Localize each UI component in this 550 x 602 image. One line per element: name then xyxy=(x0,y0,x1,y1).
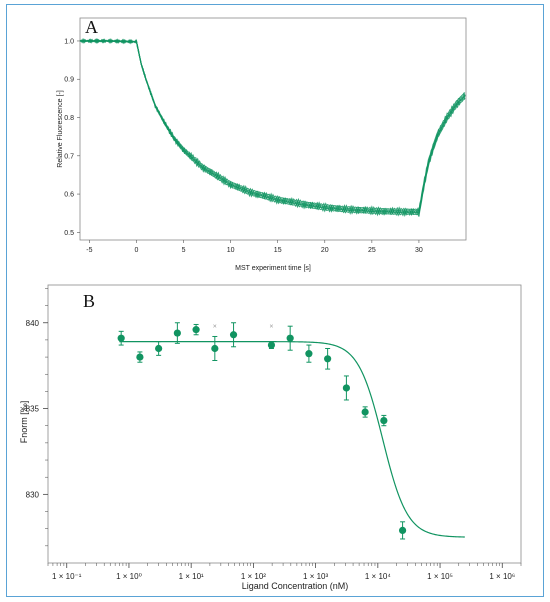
excluded-point-marker: × xyxy=(213,324,217,331)
data-point xyxy=(192,323,200,336)
panel-a: A -5 0 5 10 15 20 25 30 0.5 0.6 0.7 0.8 0.9 1.0 MST … xyxy=(57,17,467,272)
point-marker xyxy=(324,355,332,363)
data-point xyxy=(361,406,369,418)
data-point xyxy=(398,521,407,540)
panel-a-y-label: Relative Fluorescence [-] xyxy=(57,90,64,167)
panel-b-x-tick-label: 1 × 10⁴ xyxy=(365,572,391,581)
point-marker xyxy=(173,329,181,337)
data-point xyxy=(155,341,163,356)
panel-a-y-tick-label: 0.9 xyxy=(64,77,74,84)
panel-a-y-tick-label: 1.0 xyxy=(64,38,74,45)
panel-b-y-label: Fnorm [‰] xyxy=(19,401,29,444)
point-marker xyxy=(155,344,163,353)
point-marker xyxy=(136,353,144,361)
panel-a-y-tick-label: 0.6 xyxy=(64,192,74,199)
panel-b-x-label: Ligand Concentration (nM) xyxy=(242,581,349,591)
data-point xyxy=(342,375,350,401)
point-marker xyxy=(211,344,219,353)
panel-a-label: A xyxy=(85,17,98,37)
panel-b-label: B xyxy=(83,291,95,311)
data-point xyxy=(324,347,332,370)
panel-a-x-ticks: -5 0 5 10 15 20 25 30 xyxy=(86,240,423,254)
panel-a-x-label: MST experiment time [s] xyxy=(235,265,311,272)
data-point xyxy=(211,335,219,362)
point-marker xyxy=(342,384,350,392)
panel-a-trace xyxy=(79,38,466,217)
panel-a-x-tick-label: 30 xyxy=(415,247,423,254)
panel-a-x-tick-label: 20 xyxy=(321,247,329,254)
panel-a-x-tick-label: 25 xyxy=(368,247,376,254)
point-marker xyxy=(305,350,313,358)
panel-a-y-ticks: 0.5 0.6 0.7 0.8 0.9 1.0 xyxy=(64,38,80,237)
data-point xyxy=(229,322,238,348)
panel-b-fit-line xyxy=(119,341,465,538)
point-marker xyxy=(398,526,407,534)
panel-a-curves xyxy=(79,38,466,217)
excluded-point-marker: × xyxy=(269,324,273,331)
panel-b: B 1 × 10⁻¹ 1 × 10⁰ 1 × 10¹ 1 × 10² 1 × 10³ 1 … xyxy=(19,284,522,591)
panel-b-plot-box xyxy=(47,284,522,564)
panel-a-y-tick-label: 0.5 xyxy=(64,230,74,237)
panel-b-x-ticks: 1 × 10⁻¹ 1 × 10⁰ 1 × 10¹ 1 × 10² 1 × 10³ 1 × … xyxy=(47,563,522,581)
panel-a-y-tick-label: 0.8 xyxy=(64,115,74,122)
panel-b-x-tick-label: 1 × 10⁻¹ xyxy=(52,572,82,581)
data-point xyxy=(286,325,294,351)
point-marker xyxy=(229,331,238,339)
data-point xyxy=(117,330,125,346)
panel-b-x-tick-label: 1 × 10⁰ xyxy=(116,572,142,581)
panel-b-x-tick-label: 1 × 10⁶ xyxy=(489,572,515,581)
panel-b-y-tick-label: 835 xyxy=(26,405,40,414)
panel-a-plot-box xyxy=(79,17,467,241)
point-marker xyxy=(361,408,369,416)
data-point xyxy=(173,322,181,344)
point-marker xyxy=(117,334,125,342)
panel-b-x-tick-label: 1 × 10⁵ xyxy=(427,572,453,581)
data-point xyxy=(136,351,144,363)
panel-b-y-ticks: 830 835 840 xyxy=(26,288,48,547)
data-point xyxy=(267,341,276,349)
panel-b-y-tick-label: 840 xyxy=(26,319,40,328)
panel-a-trace xyxy=(79,38,466,216)
panel-b-x-tick-label: 1 × 10³ xyxy=(303,572,328,581)
panel-a-x-tick-label: 10 xyxy=(227,247,235,254)
figure-frame xyxy=(6,4,544,597)
point-marker xyxy=(286,334,294,342)
panel-a-trace xyxy=(79,38,466,212)
panel-a-trace xyxy=(79,38,466,215)
panel-a-y-tick-label: 0.7 xyxy=(64,153,74,160)
data-point xyxy=(305,344,313,363)
data-point xyxy=(380,414,388,427)
panel-a-x-tick-label: 5 xyxy=(182,247,186,254)
panel-b-points: × × xyxy=(117,322,407,540)
panel-b-x-tick-label: 1 × 10² xyxy=(241,572,266,581)
panel-b-y-tick-label: 830 xyxy=(26,490,40,499)
panel-a-x-tick-label: -5 xyxy=(86,247,92,254)
point-marker xyxy=(267,341,276,349)
panel-b-x-tick-label: 1 × 10¹ xyxy=(179,572,204,581)
point-marker xyxy=(192,326,200,334)
panel-a-x-tick-label: 15 xyxy=(274,247,282,254)
panel-a-x-tick-label: 0 xyxy=(135,247,139,254)
panel-a-trace xyxy=(79,38,466,214)
panel-b-fit-curve xyxy=(119,341,465,538)
point-marker xyxy=(380,416,388,425)
